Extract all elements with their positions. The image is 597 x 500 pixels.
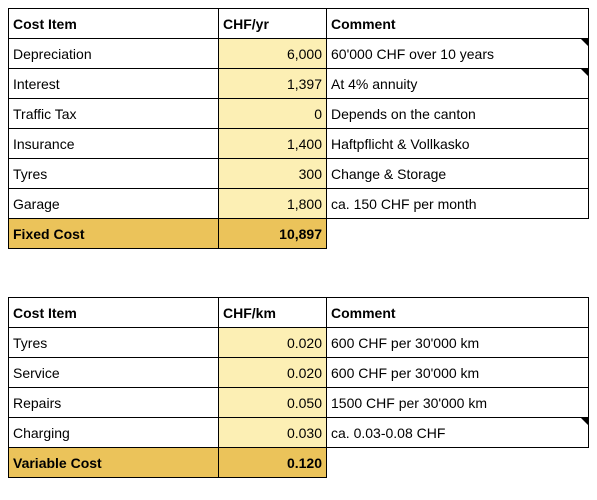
value-cell[interactable]: 0.030 <box>218 417 327 448</box>
total-value-cell[interactable]: 10,897 <box>218 218 327 249</box>
cost-item-cell[interactable]: Tyres <box>8 327 219 358</box>
comment-cell[interactable]: 1500 CHF per 30'000 km <box>326 387 589 418</box>
fixed-cost-total-row: Fixed Cost 10,897 <box>8 218 589 249</box>
comment-cell[interactable]: ca. 0.03-0.08 CHF <box>326 417 589 448</box>
column-header-comment[interactable]: Comment <box>326 297 589 328</box>
column-header-cost-item[interactable]: Cost Item <box>8 297 219 328</box>
table-row: Tyres 300 Change & Storage <box>8 158 589 189</box>
table-row: Interest 1,397 At 4% annuity <box>8 68 589 99</box>
table-row: Depreciation 6,000 60'000 CHF over 10 ye… <box>8 38 589 69</box>
table-header-row: Cost Item CHF/yr Comment <box>8 8 589 39</box>
cost-item-cell[interactable]: Repairs <box>8 387 219 418</box>
column-header-chf-per-year[interactable]: CHF/yr <box>218 8 327 39</box>
empty-cell <box>326 447 589 478</box>
cost-item-cell[interactable]: Depreciation <box>8 38 219 69</box>
value-cell[interactable]: 300 <box>218 158 327 189</box>
total-value-cell[interactable]: 0.120 <box>218 447 327 478</box>
comment-text: 60'000 CHF over 10 years <box>331 45 494 62</box>
variable-cost-table: Cost Item CHF/km Comment Tyres 0.020 600… <box>8 297 589 478</box>
total-label-cell[interactable]: Fixed Cost <box>8 218 219 249</box>
comment-cell[interactable]: Change & Storage <box>326 158 589 189</box>
comment-cell[interactable]: At 4% annuity <box>326 68 589 99</box>
value-cell[interactable]: 0.020 <box>218 327 327 358</box>
value-cell[interactable]: 6,000 <box>218 38 327 69</box>
comment-text: ca. 0.03-0.08 CHF <box>331 424 446 441</box>
table-header-row: Cost Item CHF/km Comment <box>8 297 589 328</box>
table-row: Service 0.020 600 CHF per 30'000 km <box>8 357 589 388</box>
cost-item-cell[interactable]: Tyres <box>8 158 219 189</box>
table-row: Charging 0.030 ca. 0.03-0.08 CHF <box>8 417 589 448</box>
variable-cost-total-row: Variable Cost 0.120 <box>8 447 589 478</box>
note-indicator-icon[interactable] <box>581 39 588 46</box>
column-header-comment[interactable]: Comment <box>326 8 589 39</box>
table-row: Insurance 1,400 Haftpflicht & Vollkasko <box>8 128 589 159</box>
cost-item-cell[interactable]: Insurance <box>8 128 219 159</box>
comment-cell[interactable]: 600 CHF per 30'000 km <box>326 327 589 358</box>
column-header-cost-item[interactable]: Cost Item <box>8 8 219 39</box>
cost-item-cell[interactable]: Charging <box>8 417 219 448</box>
comment-text: At 4% annuity <box>331 75 418 92</box>
note-indicator-icon[interactable] <box>581 418 588 425</box>
comment-cell[interactable]: Haftpflicht & Vollkasko <box>326 128 589 159</box>
comment-cell[interactable]: 60'000 CHF over 10 years <box>326 38 589 69</box>
table-row: Garage 1,800 ca. 150 CHF per month <box>8 188 589 219</box>
comment-cell[interactable]: 600 CHF per 30'000 km <box>326 357 589 388</box>
value-cell[interactable]: 1,800 <box>218 188 327 219</box>
cost-item-cell[interactable]: Service <box>8 357 219 388</box>
value-cell[interactable]: 0 <box>218 98 327 129</box>
cost-item-cell[interactable]: Traffic Tax <box>8 98 219 129</box>
value-cell[interactable]: 1,400 <box>218 128 327 159</box>
cost-item-cell[interactable]: Interest <box>8 68 219 99</box>
table-row: Repairs 0.050 1500 CHF per 30'000 km <box>8 387 589 418</box>
column-header-chf-per-km[interactable]: CHF/km <box>218 297 327 328</box>
comment-cell[interactable]: ca. 150 CHF per month <box>326 188 589 219</box>
empty-cell <box>326 218 589 249</box>
table-row: Tyres 0.020 600 CHF per 30'000 km <box>8 327 589 358</box>
value-cell[interactable]: 0.020 <box>218 357 327 388</box>
comment-cell[interactable]: Depends on the canton <box>326 98 589 129</box>
cost-item-cell[interactable]: Garage <box>8 188 219 219</box>
note-indicator-icon[interactable] <box>581 69 588 76</box>
value-cell[interactable]: 1,397 <box>218 68 327 99</box>
fixed-cost-table: Cost Item CHF/yr Comment Depreciation 6,… <box>8 8 589 249</box>
table-row: Traffic Tax 0 Depends on the canton <box>8 98 589 129</box>
total-label-cell[interactable]: Variable Cost <box>8 447 219 478</box>
value-cell[interactable]: 0.050 <box>218 387 327 418</box>
